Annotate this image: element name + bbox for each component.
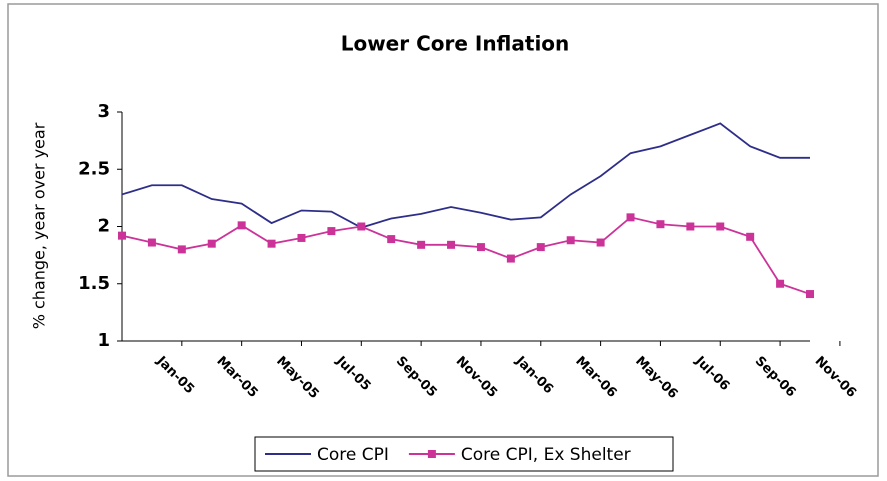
chart-title: Lower Core Inflation: [341, 32, 570, 56]
marker: [536, 243, 545, 252]
legend-box: [254, 436, 674, 472]
marker: [147, 238, 156, 247]
y-tick-label: 2: [97, 216, 110, 237]
marker: [566, 236, 575, 245]
marker: [417, 240, 426, 249]
marker: [746, 232, 755, 241]
marker: [656, 220, 665, 229]
marker: [626, 213, 635, 222]
marker: [506, 254, 515, 263]
y-tick-label: 1: [97, 330, 110, 351]
marker: [716, 222, 725, 231]
marker: [776, 279, 785, 288]
y-axis-label: % change, year over year: [30, 122, 49, 329]
series-line: [121, 122, 810, 229]
marker: [387, 235, 396, 244]
marker: [118, 231, 126, 240]
y-tick-label: 1.5: [78, 273, 110, 294]
marker: [476, 243, 485, 252]
marker: [237, 221, 246, 230]
marker: [686, 222, 695, 231]
series-line: [121, 216, 811, 295]
legend-marker: [427, 450, 436, 458]
y-tick-label: 2.5: [78, 158, 110, 179]
marker: [327, 227, 336, 236]
marker: [806, 290, 814, 299]
legend-label: Core CPI: [317, 445, 389, 465]
marker: [297, 233, 306, 242]
marker: [357, 222, 366, 231]
marker: [207, 239, 216, 248]
marker: [447, 240, 456, 249]
marker: [177, 245, 186, 254]
marker: [596, 238, 605, 247]
marker: [267, 239, 276, 248]
legend: Core CPI Core CPI, Ex Shelter: [254, 436, 674, 472]
legend-label: Core CPI, Ex Shelter: [461, 445, 631, 465]
y-tick-label: 3: [97, 101, 110, 122]
